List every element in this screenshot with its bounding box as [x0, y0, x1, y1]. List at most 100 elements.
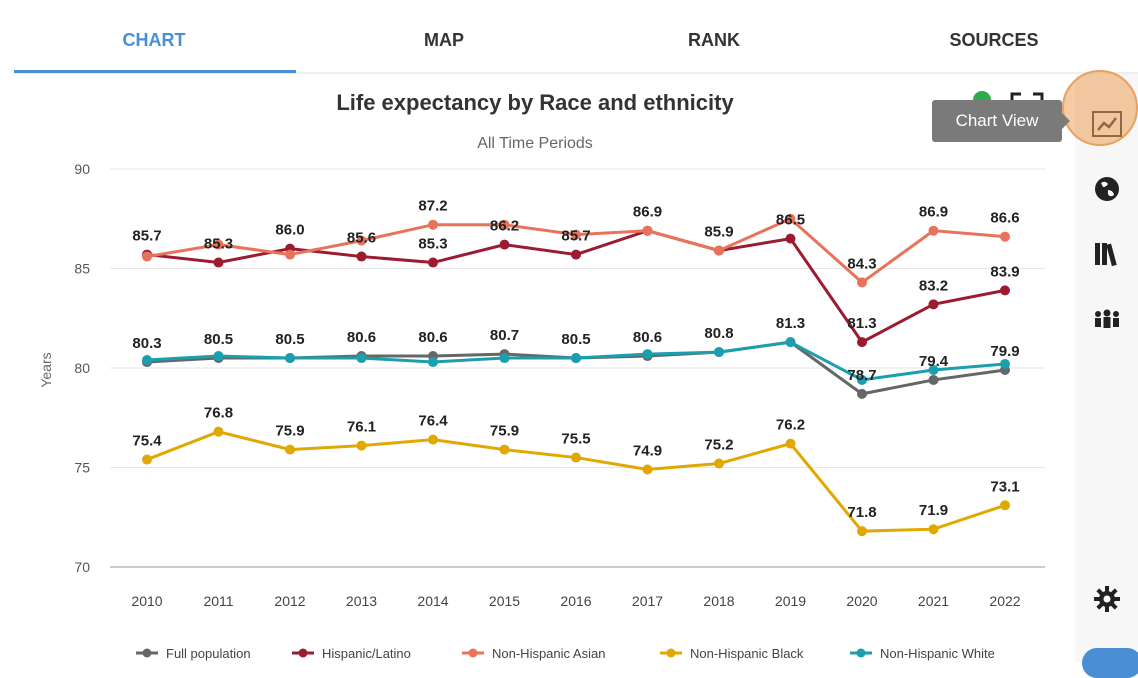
tab-bar: CHART MAP RANK SOURCES	[14, 0, 1138, 74]
data-point	[428, 219, 438, 230]
data-point	[499, 219, 510, 230]
data-point	[785, 337, 796, 348]
data-point	[356, 235, 367, 246]
data-point	[571, 229, 581, 240]
data-point	[142, 454, 152, 465]
data-label: 86.9	[919, 204, 948, 221]
line-chart: Life expectancy by Race and ethnicity All…	[38, 90, 1045, 661]
data-point	[857, 337, 867, 348]
y-tick-label: 80	[74, 360, 90, 376]
x-tick-label: 2014	[417, 593, 448, 609]
data-point	[213, 239, 224, 250]
data-point	[356, 440, 367, 451]
data-label: 71.8	[847, 504, 876, 521]
tab-chart[interactable]: CHART	[122, 30, 186, 50]
books-icon	[1095, 243, 1117, 267]
data-point	[285, 444, 295, 455]
legend-swatch-marker	[666, 648, 676, 658]
data-label: 71.9	[919, 502, 948, 519]
data-point	[785, 438, 796, 449]
data-label: 83.2	[919, 277, 948, 294]
data-label: 87.2	[418, 198, 447, 215]
x-tick-label: 2016	[560, 593, 591, 609]
data-point	[428, 357, 438, 368]
data-label: 81.3	[847, 315, 876, 332]
x-tick-label: 2022	[989, 593, 1020, 609]
y-tick-label: 90	[74, 161, 90, 177]
data-label: 80.5	[204, 331, 233, 348]
data-label: 76.4	[418, 413, 448, 430]
y-tick-label: 85	[74, 261, 90, 277]
data-label: 85.7	[561, 228, 590, 245]
data-label: 85.7	[132, 228, 161, 245]
data-label: 75.4	[132, 433, 162, 450]
x-tick-label: 2012	[274, 593, 305, 609]
data-label: 85.3	[418, 236, 447, 253]
population-button[interactable]	[1087, 299, 1127, 339]
data-point	[1000, 359, 1010, 370]
data-point	[857, 277, 867, 288]
data-label: 75.9	[275, 423, 304, 440]
data-point	[356, 251, 367, 262]
legend-label: Non-Hispanic Asian	[492, 646, 605, 661]
data-point	[928, 225, 939, 236]
data-point	[213, 257, 224, 268]
data-point	[571, 452, 581, 463]
legend-label: Full population	[166, 646, 251, 661]
y-tick-label: 75	[74, 460, 90, 476]
data-label: 76.2	[776, 417, 805, 434]
tab-rank[interactable]: RANK	[688, 30, 740, 50]
sources-button[interactable]	[1087, 234, 1127, 274]
legend-swatch-marker	[468, 648, 478, 658]
data-label: 79.9	[990, 343, 1019, 360]
data-point	[714, 347, 724, 358]
data-label: 75.9	[490, 423, 519, 440]
data-point	[928, 299, 939, 310]
data-point	[213, 426, 224, 437]
x-tick-label: 2010	[131, 593, 162, 609]
data-label: 86.6	[990, 210, 1019, 227]
x-tick-label: 2013	[346, 593, 377, 609]
globe-icon	[1095, 177, 1119, 201]
x-tick-label: 2021	[918, 593, 949, 609]
data-label: 80.8	[704, 325, 733, 342]
data-point	[213, 351, 224, 362]
data-point	[928, 374, 939, 385]
gear-icon	[1094, 586, 1120, 612]
data-label: 80.7	[490, 327, 519, 344]
data-point	[499, 444, 510, 455]
data-label: 75.2	[704, 437, 733, 454]
data-label: 85.3	[204, 236, 233, 253]
y-axis-label: Years	[38, 352, 54, 387]
legend-label: Non-Hispanic Black	[690, 646, 804, 661]
data-label: 85.9	[704, 224, 733, 241]
help-fab[interactable]	[1082, 648, 1138, 678]
chart-view-highlight	[1062, 70, 1138, 146]
map-view-button[interactable]	[1087, 169, 1127, 209]
data-point	[142, 251, 152, 262]
x-tick-label: 2019	[775, 593, 806, 609]
data-point	[714, 245, 724, 256]
data-point	[857, 388, 867, 399]
tab-sources[interactable]: SOURCES	[949, 30, 1039, 50]
legend-label: Non-Hispanic White	[880, 646, 995, 661]
data-label: 86.2	[490, 218, 519, 235]
data-point	[1000, 285, 1010, 296]
data-point	[1000, 500, 1010, 511]
data-point	[571, 249, 581, 260]
data-point	[928, 524, 939, 535]
data-label: 78.7	[847, 367, 876, 384]
tab-map[interactable]: MAP	[424, 30, 464, 50]
data-point	[428, 257, 438, 268]
x-tick-label: 2011	[203, 593, 233, 609]
y-tick-label: 70	[74, 559, 90, 575]
data-label: 74.9	[633, 442, 662, 459]
legend-swatch-marker	[298, 648, 308, 658]
data-label: 86.5	[776, 212, 805, 229]
settings-button[interactable]	[1087, 579, 1127, 619]
data-label: 80.5	[561, 331, 590, 348]
chart-title: Life expectancy by Race and ethnicity	[336, 90, 734, 115]
data-label: 76.8	[204, 405, 233, 422]
x-tick-label: 2015	[489, 593, 520, 609]
data-point	[1000, 231, 1010, 242]
